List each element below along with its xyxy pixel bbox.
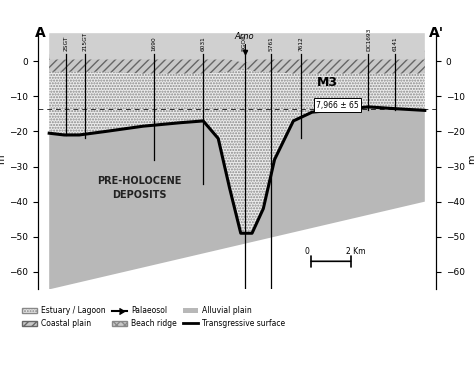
Text: 6141: 6141 [392, 37, 397, 52]
Text: 0: 0 [304, 247, 309, 256]
Text: M3: M3 [317, 76, 337, 89]
Text: 5761: 5761 [268, 37, 273, 52]
Text: 2SGT: 2SGT [64, 36, 69, 52]
Text: PRE-HOLOCENE
DEPOSITS: PRE-HOLOCENE DEPOSITS [97, 175, 182, 200]
Text: 5GO8: 5GO8 [242, 35, 247, 52]
Y-axis label: m: m [0, 155, 7, 164]
Text: 7612: 7612 [298, 37, 303, 52]
Text: A': A' [428, 26, 444, 40]
Text: Arno: Arno [235, 32, 255, 41]
Text: A: A [35, 26, 46, 40]
Text: 6031: 6031 [201, 37, 206, 52]
Text: 1690: 1690 [152, 37, 157, 52]
Text: 2 Km: 2 Km [346, 247, 365, 256]
Polygon shape [49, 107, 425, 289]
Text: DC1693: DC1693 [366, 28, 371, 52]
Text: 215GT: 215GT [82, 32, 87, 52]
Text: 7,966 ± 65: 7,966 ± 65 [316, 101, 359, 110]
Legend: Estuary / Lagoon, Coastal plain, Palaeosol, Beach ridge, Alluvial plain, Transgr: Estuary / Lagoon, Coastal plain, Palaeos… [22, 306, 285, 328]
Y-axis label: m: m [467, 155, 474, 164]
